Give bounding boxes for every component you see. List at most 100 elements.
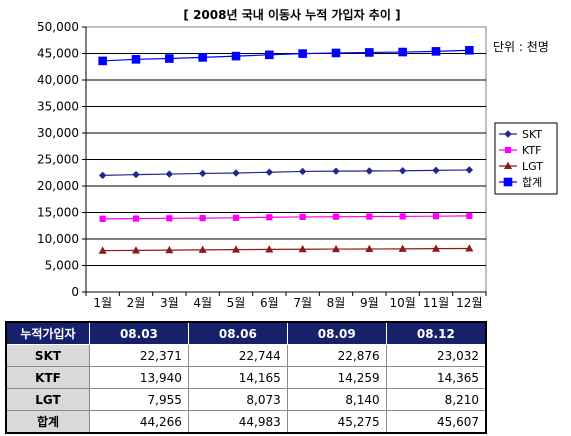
table-cell: 14,259 [286,366,387,389]
table-row: 합계 44,266 44,983 45,275 45,607 [5,410,487,434]
legend-marker [504,130,512,138]
data-point [131,246,141,254]
table-header-cell: 누적가입자 [5,321,90,345]
table-cell: 22,371 [89,344,189,367]
table-cell: 22,744 [187,344,288,367]
x-tick-label: 8월 [327,296,346,310]
data-point [266,214,273,221]
table-cell: 13,940 [89,366,189,389]
x-tick-label: 11월 [423,296,449,310]
data-point [332,167,340,175]
data-point [331,244,341,253]
line-chart: [ 2008년 국내 이동사 누적 가입자 추이 ] 단위 : 천명 0 5,00… [37,7,558,310]
y-tick-label: 15,000 [37,206,79,220]
data-point [431,244,441,252]
data-point [131,55,141,64]
data-point [198,245,207,253]
data-point [298,167,307,176]
x-tick-label: 7월 [293,296,312,310]
legend-label: KTF [522,144,541,157]
data-point [98,171,107,180]
data-point [98,246,107,254]
data-point [365,167,374,175]
data-point [165,245,174,254]
data-point [265,168,274,176]
data-point [231,245,241,253]
table-header-cell: 08.09 [286,321,387,345]
y-tick-label: 35,000 [37,100,79,114]
data-point [166,215,173,222]
table-cell: 14,365 [385,366,487,389]
series-line [102,49,470,62]
unit-note: 단위 : 천명 [493,39,549,54]
data-point [265,245,274,253]
legend: SKT KTF LGT 합계 [494,122,558,195]
data-point [465,244,474,252]
chart-title: [ 2008년 국내 이동사 누적 가입자 추이 ] [183,7,400,22]
legend-marker [503,161,513,170]
data-point [265,50,274,60]
x-tick-label: 5월 [227,296,246,310]
data-point [298,49,307,58]
data-point [432,213,440,220]
series-line [102,215,470,220]
subscriber-table: 누적가입자 08.03 08.06 08.09 08.12 SKT 22,371… [5,321,487,434]
table-cell: 45,275 [286,410,387,434]
series-line [102,247,470,252]
y-tick-label: 0 [71,285,79,299]
plot-area: 0 5,000 10,000 15,000 20,000 25,000 30,000 35,0… [37,20,487,310]
data-point [165,54,174,63]
table-header-row: 누적가입자 08.03 08.06 08.09 08.12 [5,321,487,345]
legend-label: 합계 [522,176,542,189]
table-header-cell: 08.06 [187,321,288,345]
series-3 [98,244,474,254]
table-header-cell: 08.03 [89,321,189,345]
data-point [98,56,107,66]
data-point [365,48,374,57]
table-header-cell: 08.12 [385,321,487,345]
y-tick-label: 30,000 [37,126,79,140]
data-point [466,212,473,219]
y-tick-label: 20,000 [37,179,79,193]
data-point [99,215,106,222]
data-point [132,215,140,222]
data-point [198,169,207,178]
data-point [398,167,407,175]
series-1 [98,166,474,180]
data-point [132,170,140,179]
table-cell: 8,073 [187,388,288,411]
data-point [299,213,306,221]
table-cell: 23,032 [385,344,487,367]
data-point [398,47,407,57]
data-point [399,213,406,220]
legend-label: LGT [522,160,543,173]
legend-marker [504,146,512,154]
y-tick-label: 45,000 [37,47,79,61]
x-tick-label: 9월 [360,296,379,310]
data-point [465,45,474,55]
x-tick-label: 4월 [193,296,212,310]
legend-marker [503,177,513,187]
data-point [331,48,341,58]
table-cell: 44,266 [89,410,189,434]
x-tick-label: 10월 [390,296,416,310]
table-cell: 8,140 [286,388,387,411]
data-point [165,170,174,178]
data-point [332,213,340,220]
x-tick-label: 2월 [127,296,146,310]
table-cell: 45,607 [385,410,487,434]
x-tick-label: 1월 [93,296,112,310]
x-tick-label: 6월 [260,296,279,310]
table-cell: 7,955 [89,388,189,411]
series-2 [99,212,473,222]
data-point [365,244,374,253]
x-tick-label: 3월 [160,296,179,310]
series-line [102,169,470,176]
table-cell: 44,983 [187,410,288,434]
row-label: KTF [5,366,90,389]
data-point [198,53,207,62]
y-tick-label: 25,000 [37,153,79,167]
data-point [298,244,307,253]
data-point [465,166,474,174]
table-cell: 8,210 [385,388,487,411]
